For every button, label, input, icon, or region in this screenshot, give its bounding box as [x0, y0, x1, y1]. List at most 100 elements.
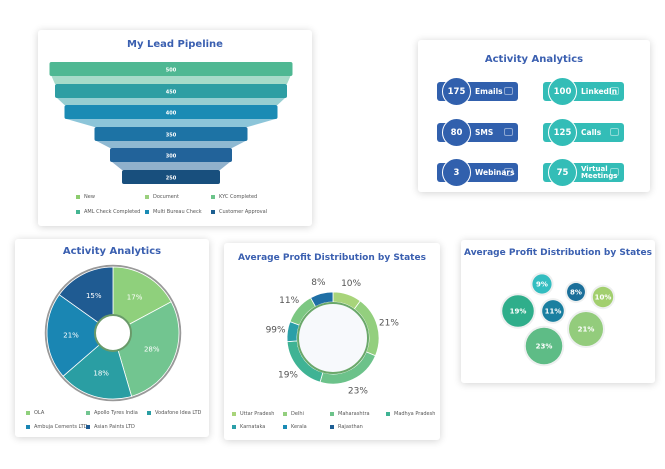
- activity-count: 3: [442, 158, 471, 187]
- pie-label: 21%: [63, 331, 79, 339]
- funnel-legend-item: Multi Bureau Check: [145, 209, 202, 215]
- bubble-label: 11%: [545, 308, 562, 316]
- activity-label: Calls: [581, 127, 602, 137]
- pie-title: Activity Analytics: [62, 246, 162, 257]
- legend-swatch: [330, 425, 334, 429]
- bubble-label: 19%: [510, 308, 527, 316]
- donut-label: 21%: [379, 319, 399, 329]
- chat-icon: [504, 128, 513, 136]
- donut-legend-item: Karnataka: [232, 424, 265, 430]
- legend-label: OLA: [34, 410, 45, 416]
- funnel-bar-label: 300: [166, 154, 177, 160]
- funnel-connector: [57, 98, 285, 105]
- bubble: [568, 311, 604, 347]
- activity-webinars-button[interactable]: 3 Webinars: [437, 158, 518, 187]
- legend-swatch: [211, 210, 215, 214]
- donut-title: Average Profit Distribution by States: [238, 253, 426, 263]
- pie-outline: [44, 264, 182, 402]
- pie-slice: [46, 294, 101, 377]
- legend-label: Multi Bureau Check: [153, 209, 202, 215]
- bubble-label: 8%: [570, 289, 582, 297]
- pie-legend-item: OLA: [26, 410, 44, 416]
- legend-label: Karnataka: [240, 424, 266, 430]
- legend-swatch: [26, 425, 30, 429]
- legend-label: Madhya Pradesh: [394, 411, 436, 417]
- funnel-bar: [64, 105, 278, 119]
- pie-legend-item: Ambuja Cements LTD: [26, 424, 88, 430]
- activity-calls-button[interactable]: 125 Calls: [543, 118, 624, 147]
- donut-legend-item: Madhya Pradesh: [386, 411, 435, 417]
- legend-label: Delhi: [291, 411, 304, 417]
- bubble: [525, 327, 563, 365]
- pie-label: 18%: [93, 370, 109, 378]
- globe-icon: [504, 168, 513, 176]
- activity-emails-button[interactable]: 175 Emails: [437, 77, 518, 106]
- donut-label: 8%: [311, 278, 326, 288]
- donut-legend-item: Delhi: [283, 411, 304, 417]
- funnel-connector: [51, 76, 291, 84]
- activity-count: 80: [442, 118, 471, 147]
- pie-legend-item: Apollo Tyres India: [86, 410, 138, 416]
- legend-label: Customer Approval: [219, 209, 268, 215]
- legend-label: Kerala: [291, 424, 307, 430]
- donut-legend-item: Uttar Pradesh: [232, 411, 274, 417]
- legend-swatch: [386, 412, 390, 416]
- linkedin-icon: [610, 87, 619, 95]
- activity-virtual-meetings-button[interactable]: 75 Virtual Meetings: [543, 158, 624, 187]
- pie-legend-item: Asian Paints LTD: [86, 424, 135, 430]
- bubble-title: Average Profit Distribution by States: [464, 248, 652, 258]
- bubble-label: 21%: [578, 326, 595, 334]
- legend-swatch: [76, 195, 80, 199]
- funnel-bar-label: 400: [166, 111, 177, 117]
- funnel-bar-label: 450: [166, 90, 177, 96]
- donut-legend-item: Kerala: [283, 424, 307, 430]
- legend-label: Vodafone Idea LTD: [155, 410, 202, 416]
- activity-count: 125: [548, 118, 577, 147]
- legend-swatch: [232, 412, 236, 416]
- activity-count: 100: [548, 77, 577, 106]
- legend-label: Rajasthan: [338, 424, 363, 430]
- funnel-legend-item: Customer Approval: [211, 209, 267, 215]
- funnel-bar: [49, 62, 293, 76]
- bubble: [502, 295, 534, 327]
- funnel-connector: [112, 162, 230, 170]
- donut-label: 10%: [341, 279, 361, 289]
- activity-label: LinkedIn: [581, 86, 618, 96]
- bubble-label: 23%: [536, 343, 553, 351]
- legend-label: New: [84, 194, 95, 200]
- legend-swatch: [283, 412, 287, 416]
- pie-label: 28%: [144, 346, 160, 354]
- activity-label: SMS: [475, 127, 494, 137]
- video-icon: [610, 168, 619, 176]
- funnel-bar: [122, 170, 220, 184]
- legend-swatch: [145, 210, 149, 214]
- donut-label: 11%: [279, 296, 299, 306]
- activity-linkedin-button[interactable]: 100 LinkedIn: [543, 77, 624, 106]
- donut-label: 19%: [278, 371, 298, 381]
- pie-label: 15%: [86, 292, 102, 300]
- pie-slice: [117, 301, 180, 397]
- donut-legend-item: Rajasthan: [330, 424, 363, 430]
- activity-label: Emails: [475, 86, 503, 96]
- funnel-bar: [94, 127, 248, 141]
- legend-label: Document: [153, 194, 179, 200]
- envelope-icon: [504, 87, 513, 95]
- bubble-label: 9%: [536, 281, 548, 289]
- funnel-bar-label: 500: [166, 68, 177, 74]
- legend-label: Apollo Tyres India: [94, 410, 138, 416]
- funnel-legend-item: AML Check Completed: [76, 209, 140, 215]
- bubble: [532, 274, 552, 294]
- pie-hole-ring: [94, 314, 132, 352]
- activity-analytics-title: Activity Analytics: [484, 54, 584, 65]
- legend-label: Ambuja Cements LTD: [34, 424, 88, 430]
- bubble-label: 10%: [595, 294, 612, 302]
- pie-slice: [112, 266, 172, 326]
- donut-legend-item: Maharashtra: [330, 411, 370, 417]
- activity-sms-button[interactable]: 80 SMS: [437, 118, 518, 147]
- funnel-connector: [96, 141, 246, 148]
- activity-count: 75: [548, 158, 577, 187]
- funnel-bar-label: 250: [166, 176, 177, 182]
- legend-swatch: [283, 425, 287, 429]
